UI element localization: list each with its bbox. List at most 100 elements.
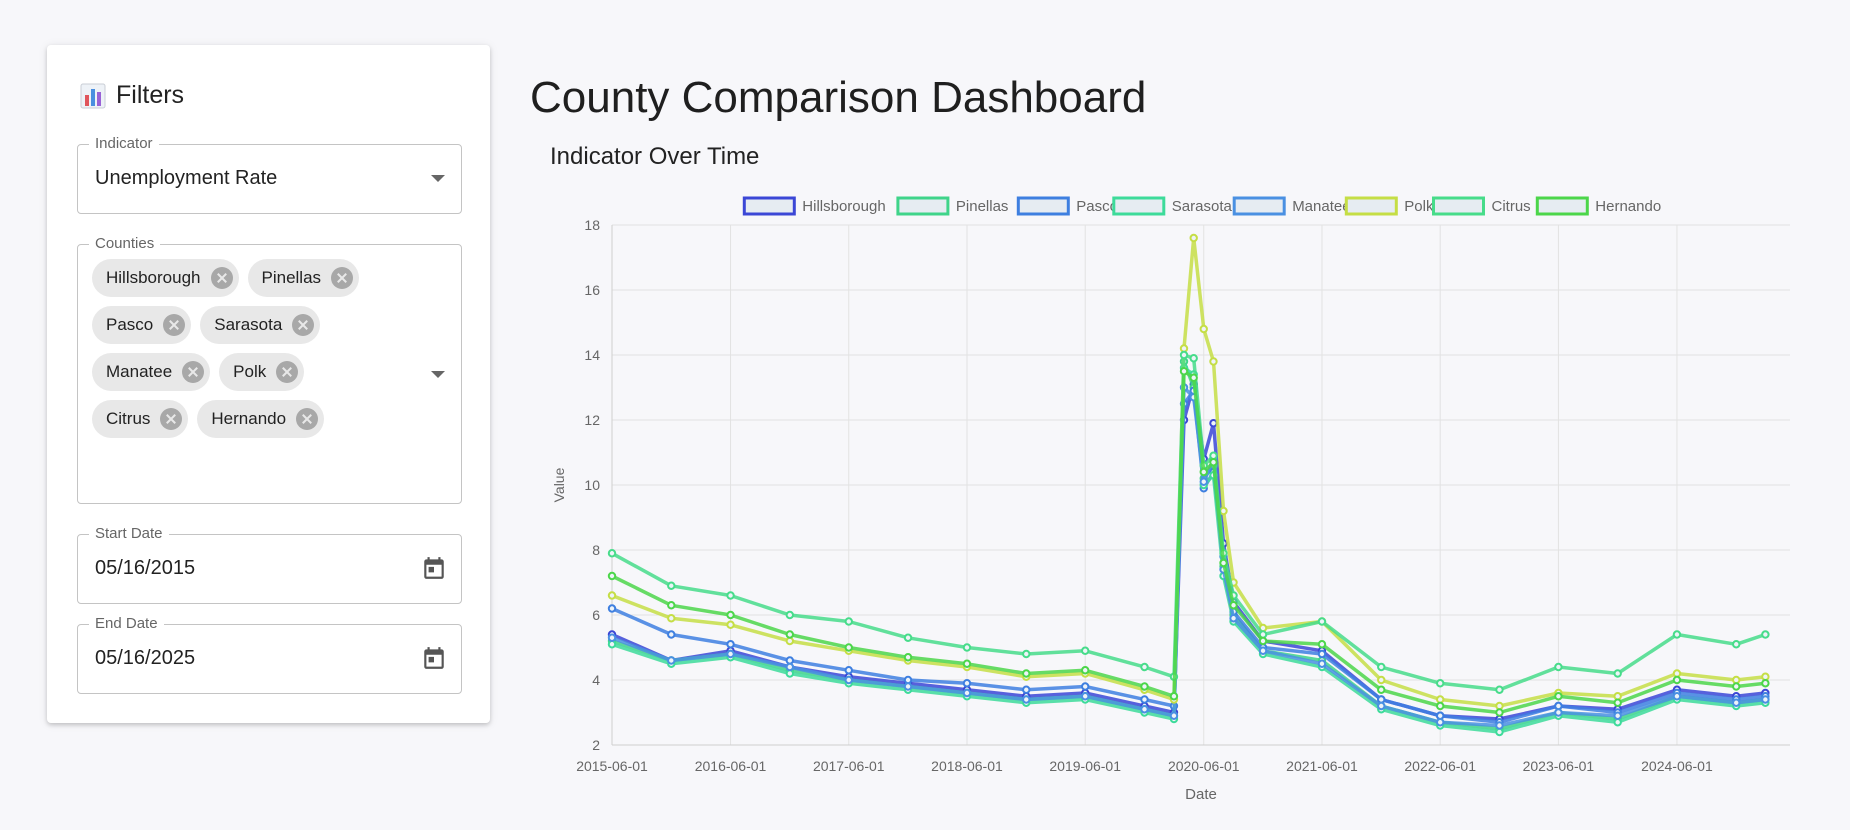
data-point [962, 643, 972, 652]
data-point [1022, 649, 1031, 659]
county-chip[interactable]: Sarasota [200, 306, 321, 344]
chart-title: Indicator Over Time [550, 143, 760, 170]
data-point [667, 656, 676, 665]
data-point [1613, 698, 1622, 707]
data-point [726, 591, 735, 600]
data-point [1140, 695, 1149, 704]
data-point [1169, 692, 1179, 701]
counties-select[interactable]: Counties Hillsborough Pinellas Pasco Sar… [77, 235, 462, 504]
county-chip[interactable]: Hillsborough [92, 259, 239, 297]
data-point [607, 640, 617, 649]
legend-swatch [1112, 196, 1166, 216]
line-chart: 2 4 6 8 10 12 14 16 18 2015-06-01 2016-06-01 2017-0… [551, 196, 1790, 803]
data-point [903, 682, 913, 691]
legend-swatch [896, 196, 950, 216]
data-point [1229, 614, 1238, 623]
data-point [1672, 630, 1682, 639]
data-point [844, 617, 853, 626]
x-tick-label: 2019-06-01 [1049, 758, 1121, 774]
end-date-value: 05/16/2025 [95, 647, 196, 669]
remove-chip-icon[interactable] [296, 408, 319, 430]
x-tick-label: 2016-06-01 [695, 758, 767, 774]
data-point [844, 643, 853, 652]
data-point [1495, 721, 1504, 730]
chevron-down-icon[interactable] [431, 175, 445, 182]
series-line-polk [611, 236, 1766, 708]
remove-chip-icon[interactable] [163, 314, 186, 336]
series-line-manatee [611, 385, 1766, 728]
calendar-icon[interactable] [421, 645, 447, 671]
calendar-icon[interactable] [421, 555, 447, 581]
county-chip[interactable]: Manatee [92, 353, 211, 391]
data-point [1495, 685, 1504, 694]
data-point [1140, 682, 1149, 691]
data-point [1209, 458, 1218, 467]
data-point [667, 601, 676, 610]
remove-chip-icon[interactable] [210, 267, 233, 289]
y-tick-label: 16 [584, 282, 600, 298]
data-point [1022, 669, 1031, 678]
filters-title: Filters [80, 81, 184, 110]
data-point [1317, 640, 1327, 649]
y-tick-label: 12 [584, 412, 600, 428]
data-point [1435, 679, 1445, 688]
filters-title-text: Filters [116, 81, 185, 109]
data-point [1377, 662, 1386, 672]
county-chips: Hillsborough Pinellas Pasco Sarasota Man… [92, 259, 422, 447]
chip-label: Polk [233, 362, 267, 381]
data-point [962, 679, 972, 688]
bar-chart-icon [80, 83, 106, 108]
x-tick-label: 2023-06-01 [1523, 758, 1595, 774]
remove-chip-icon[interactable] [292, 314, 315, 336]
county-chip[interactable]: Citrus [92, 400, 189, 438]
data-point [1377, 675, 1386, 685]
data-point [1761, 695, 1770, 704]
legend-swatch [1016, 196, 1070, 216]
county-chip[interactable]: Polk [219, 353, 305, 391]
data-point [726, 610, 735, 620]
legend-label: Sarasota [1172, 198, 1233, 215]
chevron-down-icon[interactable] [431, 371, 445, 378]
data-point [1140, 662, 1149, 672]
data-point [1435, 718, 1445, 727]
data-point [1377, 685, 1386, 694]
x-tick-label: 2017-06-01 [813, 758, 885, 774]
indicator-select[interactable]: Indicator Unemployment Rate [77, 135, 462, 214]
data-point [1022, 695, 1031, 704]
start-date-field[interactable]: Start Date 05/16/2015 [77, 525, 462, 604]
legend-swatch [1232, 196, 1286, 216]
y-axis-label: Value [551, 467, 567, 502]
data-point [1435, 701, 1445, 711]
data-point [1377, 701, 1386, 711]
remove-chip-icon[interactable] [182, 361, 205, 383]
county-chip[interactable]: Pinellas [247, 259, 360, 297]
data-point [1140, 705, 1149, 714]
remove-chip-icon[interactable] [160, 408, 183, 430]
data-point [1613, 692, 1622, 701]
data-point [1081, 666, 1090, 675]
county-chip[interactable]: Hernando [197, 400, 325, 438]
data-point [1022, 685, 1031, 694]
county-chip[interactable]: Pasco [92, 306, 192, 344]
legend-label: Citrus [1492, 198, 1531, 215]
data-point [1317, 617, 1327, 626]
x-tick-label: 2015-06-01 [576, 758, 648, 774]
data-point [1209, 357, 1218, 366]
data-point [1672, 675, 1682, 685]
x-tick-label: 2018-06-01 [931, 758, 1003, 774]
data-point [785, 662, 795, 672]
data-point [1554, 692, 1563, 701]
data-point [1672, 692, 1682, 701]
data-point [1761, 672, 1770, 681]
remove-chip-icon[interactable] [276, 361, 299, 383]
end-date-field[interactable]: End Date 05/16/2025 [77, 615, 462, 694]
remove-chip-icon[interactable] [331, 267, 354, 289]
data-point [1209, 451, 1218, 460]
legend-swatch [1535, 196, 1589, 216]
data-point [607, 549, 617, 558]
data-point [1554, 708, 1563, 717]
x-tick-label: 2022-06-01 [1404, 758, 1476, 774]
data-point [962, 659, 972, 668]
y-tick-label: 4 [592, 672, 600, 688]
data-point [1613, 711, 1622, 720]
